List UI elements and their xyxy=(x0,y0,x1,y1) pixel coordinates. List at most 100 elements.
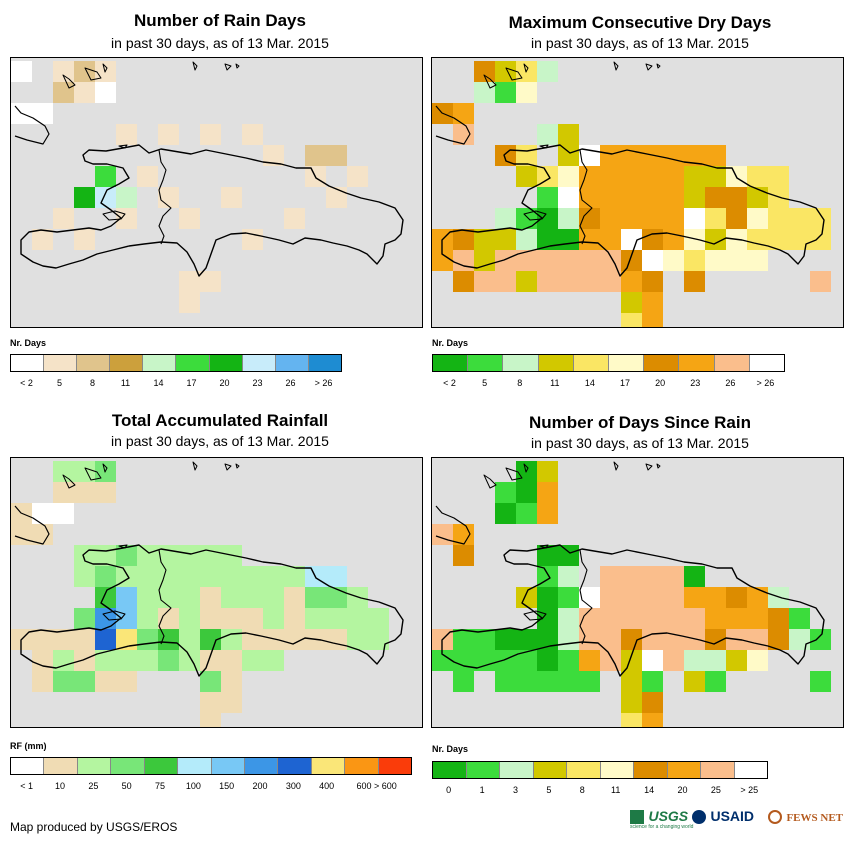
grid-cell xyxy=(579,229,600,250)
grid-cell xyxy=(116,650,137,671)
grid-cell xyxy=(221,566,242,587)
legend-label: > 25 xyxy=(740,785,759,795)
legend-swatch xyxy=(209,355,243,371)
grid-cell xyxy=(11,61,32,82)
legend-swatch xyxy=(667,762,701,778)
legend-swatch xyxy=(714,355,750,371)
grid-cell xyxy=(537,608,558,629)
legend-swatch xyxy=(567,762,601,778)
grid-cell xyxy=(179,545,200,566)
grid-cell xyxy=(537,250,558,271)
grid-cell xyxy=(789,629,810,650)
grid-cell xyxy=(810,629,831,650)
small-island xyxy=(523,63,529,73)
grid-cell xyxy=(284,629,305,650)
grid-cell xyxy=(789,608,810,629)
grid-cell xyxy=(684,187,705,208)
country-border xyxy=(579,149,593,245)
grid-cell xyxy=(558,229,579,250)
grid-cell xyxy=(221,671,242,692)
grid-cell xyxy=(726,187,747,208)
grid-cell xyxy=(158,566,179,587)
grid-cell xyxy=(810,671,831,692)
legend-swatch xyxy=(143,355,177,371)
grid-cell xyxy=(663,208,684,229)
small-island xyxy=(84,467,102,481)
map-canvas xyxy=(11,61,404,313)
grid-cell xyxy=(32,229,53,250)
grid-cell xyxy=(474,629,495,650)
legend-label: 3 xyxy=(512,785,519,795)
legend-label: 400 xyxy=(319,781,335,791)
grid-cell xyxy=(558,208,579,229)
grid-cell xyxy=(642,713,663,727)
grid-cell xyxy=(74,608,95,629)
grid-cell xyxy=(579,671,600,692)
grid-cell xyxy=(495,482,516,503)
grid-cell xyxy=(95,482,116,503)
grid-cell xyxy=(705,166,726,187)
grid-cell xyxy=(705,587,726,608)
grid-cell xyxy=(684,608,705,629)
grid-cell xyxy=(810,271,831,292)
hispaniola-coastline xyxy=(20,544,404,677)
grid-cell xyxy=(32,524,53,545)
grid-cell xyxy=(579,208,600,229)
legend-swatch xyxy=(110,355,144,371)
grid-cell xyxy=(600,650,621,671)
grid-cell xyxy=(600,271,621,292)
grid-cell xyxy=(263,145,284,166)
grid-cell xyxy=(74,629,95,650)
grid-cell xyxy=(663,250,684,271)
grid-cell xyxy=(705,145,726,166)
grid-cell xyxy=(200,713,221,727)
usgs-logo: USGS science for a changing world xyxy=(630,808,693,830)
legend-swatch xyxy=(44,355,78,371)
legend-swatch xyxy=(144,758,179,774)
legend-label: 5 xyxy=(546,785,552,795)
grid-cell xyxy=(474,82,495,103)
legend-labels: < 1 10 25 50 75 100 150 200 300 400 600 > 600 xyxy=(10,781,412,793)
grid-cell xyxy=(558,629,579,650)
legend-swatch xyxy=(433,355,469,371)
legend-label: 26 xyxy=(725,378,736,388)
grid-cell xyxy=(642,587,663,608)
grid-cell xyxy=(663,650,684,671)
usaid-logo: USAID xyxy=(692,808,754,826)
legend-bar xyxy=(10,354,342,372)
grid-cell xyxy=(810,208,831,229)
grid-cell xyxy=(621,250,642,271)
grid-cell xyxy=(495,61,516,82)
legend-label: > 26 xyxy=(756,378,775,388)
grid-cell xyxy=(179,629,200,650)
grid-cell xyxy=(600,608,621,629)
grid-cell xyxy=(768,229,789,250)
grid-cell xyxy=(74,229,95,250)
grid-cell xyxy=(74,187,95,208)
tortuga-island xyxy=(539,144,549,149)
grid-cell xyxy=(95,566,116,587)
small-island xyxy=(483,474,497,489)
grid-cell xyxy=(768,608,789,629)
grid-cell xyxy=(326,629,347,650)
grid-cell xyxy=(326,145,347,166)
grid-cell xyxy=(74,482,95,503)
legend-swatch xyxy=(679,355,715,371)
legend-swatch xyxy=(634,762,668,778)
usaid-text: USAID xyxy=(710,808,755,824)
legend-label: 17 xyxy=(620,378,631,388)
grid-cell xyxy=(642,229,663,250)
grid-cell xyxy=(11,524,32,545)
grid-cell xyxy=(53,650,74,671)
grid-cell xyxy=(579,650,600,671)
small-island xyxy=(224,63,232,71)
grid-cell xyxy=(179,608,200,629)
panel-subtitle: in past 30 days, as of 13 Mar. 2015 xyxy=(531,35,749,51)
legend-label: 11 xyxy=(120,378,131,388)
grid-cell xyxy=(558,650,579,671)
fewsnet-emblem-icon xyxy=(768,809,782,824)
grid-cell xyxy=(579,271,600,292)
grid-cell xyxy=(95,166,116,187)
map-rain-days xyxy=(10,57,423,328)
legend-label: 14 xyxy=(644,785,655,795)
